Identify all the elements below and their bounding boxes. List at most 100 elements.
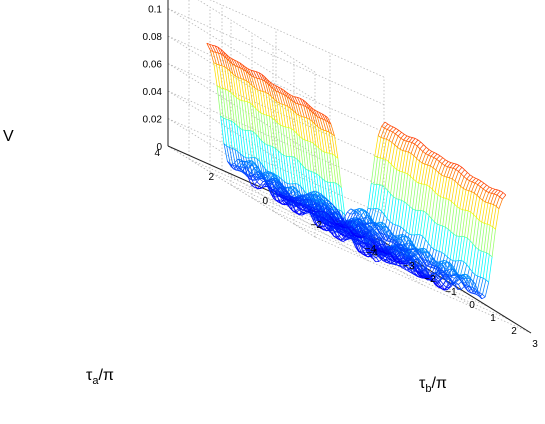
mesh-segment	[483, 182, 487, 186]
mesh-segment	[356, 226, 361, 234]
mesh-segment	[419, 249, 423, 254]
mesh-segment	[303, 117, 309, 141]
mesh-segment	[402, 248, 406, 251]
mesh-segment	[319, 175, 323, 179]
mesh-segment	[402, 231, 407, 247]
mesh-segment	[411, 210, 416, 235]
mesh-segment	[432, 189, 436, 193]
mesh-segment	[308, 199, 312, 201]
mesh-segment	[390, 125, 394, 128]
mesh-segment	[410, 176, 414, 180]
mesh-segment	[258, 72, 263, 80]
mesh-segment	[280, 186, 284, 188]
mesh-segment	[353, 223, 358, 230]
mesh-segment	[493, 189, 498, 195]
mesh-segment	[391, 142, 395, 146]
mesh-segment	[427, 156, 432, 166]
mesh-segment	[258, 137, 263, 166]
mesh-segment	[479, 188, 484, 198]
mesh-segment	[266, 115, 271, 146]
mesh-segment	[243, 161, 248, 168]
grid-line	[314, 236, 532, 334]
mesh-segment	[397, 241, 401, 245]
mesh-segment	[475, 220, 480, 248]
mesh-segment	[309, 209, 314, 212]
mesh-segment	[418, 252, 423, 256]
mesh-segment	[319, 195, 324, 204]
mesh-segment	[219, 87, 223, 89]
mesh-segment	[443, 197, 447, 199]
mesh-segment	[320, 128, 325, 153]
mesh-segment	[229, 147, 234, 166]
mesh-segment	[439, 197, 444, 226]
mesh-segment	[393, 263, 397, 266]
mesh-segment	[260, 113, 265, 144]
mesh-segment	[262, 91, 266, 93]
mesh-segment	[223, 117, 227, 120]
mesh-segment	[375, 209, 380, 223]
mesh-segment	[410, 268, 415, 271]
mesh-segment	[324, 180, 328, 183]
mesh-segment	[460, 176, 465, 187]
mesh-segment	[397, 225, 401, 228]
mesh-segment	[264, 143, 269, 172]
mesh-segment	[413, 259, 418, 266]
y-axis-label: τa/π	[86, 367, 114, 387]
mesh-segment	[297, 208, 302, 213]
mesh-segment	[230, 92, 234, 96]
mesh-segment	[426, 184, 430, 188]
mesh-segment	[282, 103, 286, 106]
mesh-segment	[271, 96, 275, 100]
grid-line	[167, 63, 316, 155]
mesh-segment	[413, 155, 417, 159]
mesh-segment	[305, 205, 310, 209]
mesh-segment	[298, 114, 302, 117]
mesh-segment	[395, 133, 399, 137]
mesh-segment	[246, 160, 250, 162]
mesh-segment	[316, 194, 320, 204]
mesh-segment	[261, 140, 266, 169]
mesh-segment	[418, 182, 422, 185]
mesh-segment	[231, 148, 236, 167]
mesh-segment	[386, 130, 391, 140]
mesh-segment	[408, 208, 413, 234]
mesh-segment	[268, 186, 273, 190]
mesh-segment	[331, 133, 335, 137]
mesh-segment	[421, 252, 426, 258]
mesh-segment	[391, 133, 396, 143]
mesh-segment	[326, 152, 330, 154]
mesh-segment	[405, 150, 409, 153]
mesh-segment	[344, 232, 349, 235]
mesh-segment	[409, 178, 414, 207]
mesh-segment	[420, 141, 424, 145]
mesh-segment	[236, 166, 241, 171]
mesh-segment	[430, 221, 435, 247]
mesh-segment	[375, 184, 380, 209]
mesh-segment	[317, 126, 321, 130]
grid-line	[167, 63, 385, 160]
mesh-segment	[383, 129, 388, 139]
mesh-segment	[428, 149, 432, 152]
mesh-segment	[430, 152, 435, 157]
mesh-segment	[302, 204, 306, 207]
mesh-segment	[266, 79, 272, 87]
mesh-segment	[486, 252, 490, 255]
mesh-segment	[402, 150, 406, 152]
mesh-segment	[314, 193, 319, 197]
mesh-segment	[330, 124, 335, 137]
x-tick-label: −3	[403, 261, 415, 272]
mesh-segment	[414, 253, 419, 257]
mesh-segment	[369, 230, 374, 236]
mesh-segment	[268, 115, 274, 147]
mesh-segment	[317, 215, 322, 218]
mesh-segment	[408, 142, 413, 153]
grid-line	[272, 210, 490, 308]
mesh-segment	[392, 128, 397, 133]
mesh-segment	[367, 254, 372, 258]
mesh-segment	[440, 165, 446, 175]
mesh-segment	[384, 214, 388, 219]
mesh-segment	[216, 63, 220, 66]
mesh-segment	[335, 217, 339, 221]
mesh-segment	[370, 184, 375, 210]
mesh-segment	[308, 200, 313, 207]
